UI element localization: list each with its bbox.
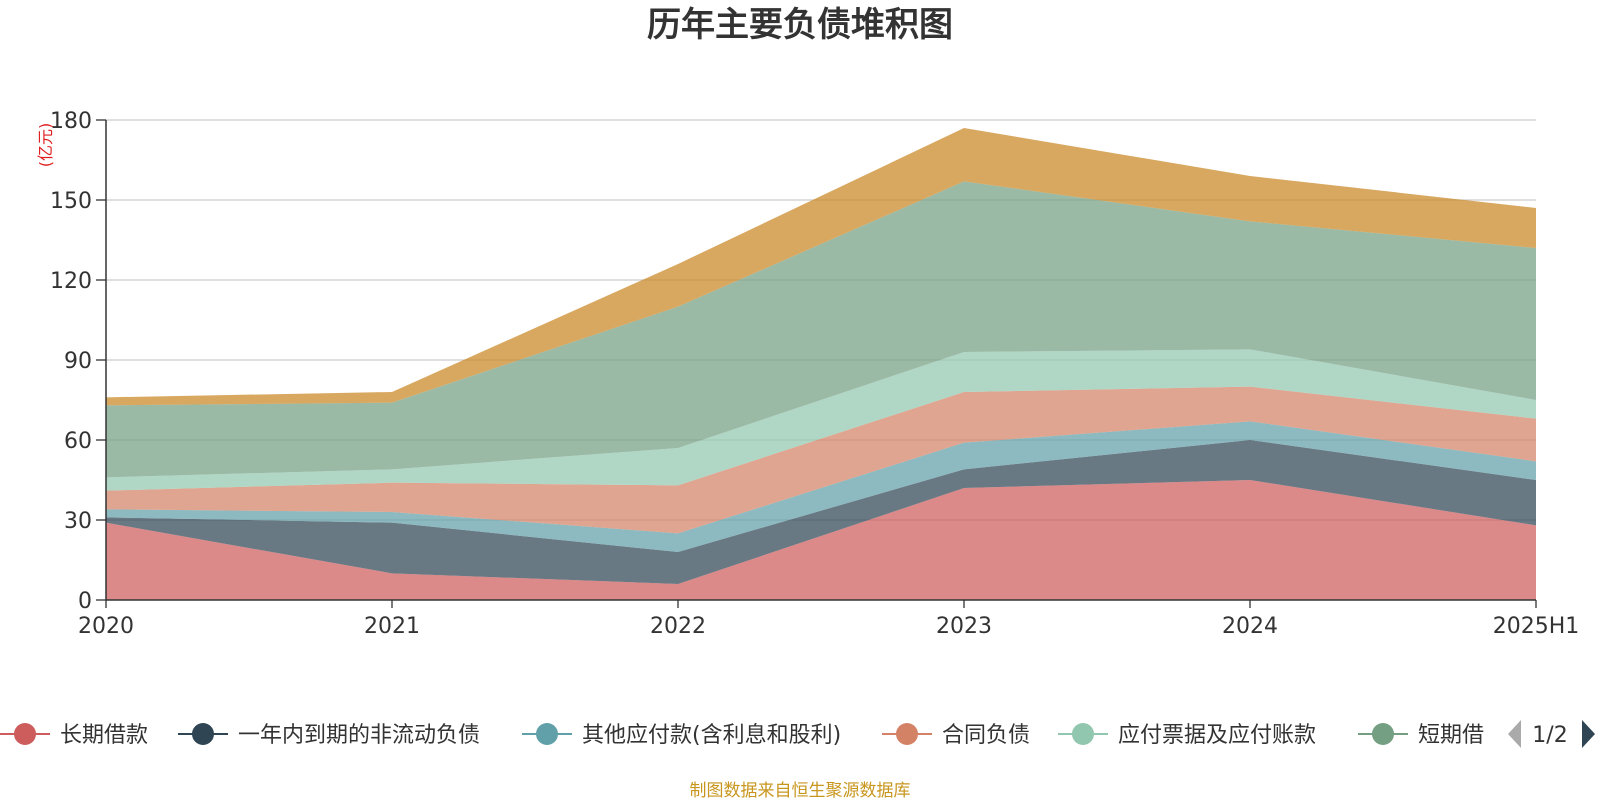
- x-tick-label: 2025H1: [1493, 614, 1580, 639]
- area-series-3: [106, 421, 1536, 552]
- legend-marker: [536, 723, 558, 745]
- y-tick-label: 30: [64, 509, 92, 534]
- y-tick-labels: 0 30 60 90 120 150 180: [50, 109, 92, 614]
- area-series-6: [106, 181, 1536, 478]
- legend-marker: [1072, 723, 1094, 745]
- legend-next-icon[interactable]: [1582, 720, 1595, 748]
- y-tick-label: 120: [50, 269, 92, 294]
- x-tick-label: 2023: [936, 614, 992, 639]
- source-note: 制图数据来自恒生聚源数据库: [690, 781, 911, 800]
- area-series-4: [106, 386, 1536, 534]
- legend-marker: [896, 723, 918, 745]
- area-series: [106, 128, 1536, 600]
- chart-title: 历年主要负债堆积图: [647, 5, 953, 45]
- x-tick-label: 2022: [650, 614, 706, 639]
- area-series-2: [106, 440, 1536, 584]
- legend-page-label: 1/2: [1532, 723, 1567, 748]
- legend-label[interactable]: 合同负债: [942, 723, 1030, 748]
- axes: [105, 120, 1536, 601]
- legend-prev-icon[interactable]: [1508, 720, 1521, 748]
- legend-marker: [192, 723, 214, 745]
- legend-label[interactable]: 应付票据及应付账款: [1118, 723, 1316, 748]
- y-tick-label: 0: [78, 589, 92, 614]
- y-tick-label: 60: [64, 429, 92, 454]
- x-tick-label: 2021: [364, 614, 420, 639]
- area-series-7: [106, 128, 1536, 406]
- y-axis-unit: (亿元): [36, 123, 55, 168]
- legend-label[interactable]: 其他应付款(含利息和股利): [582, 723, 841, 748]
- x-tick-labels: 2020 2021 2022 2023 2024 2025H1: [78, 600, 1579, 639]
- legend-marker: [14, 723, 36, 745]
- legend-pager: 1/2: [1508, 720, 1595, 748]
- legend-label[interactable]: 长期借款: [60, 723, 148, 748]
- y-tick-label: 90: [64, 349, 92, 374]
- y-tick-label: 180: [50, 109, 92, 134]
- area-series-1: [106, 480, 1536, 600]
- legend-marker: [1372, 723, 1394, 745]
- x-tick-label: 2024: [1222, 614, 1278, 639]
- legend: 长期借款 一年内到期的非流动负债 其他应付款(含利息和股利) 合同负债 应付票据及应付账…: [0, 723, 1484, 748]
- area-series-5: [106, 349, 1536, 491]
- y-tick-label: 150: [50, 189, 92, 214]
- x-tick-label: 2020: [78, 614, 134, 639]
- legend-label[interactable]: 一年内到期的非流动负债: [238, 723, 480, 748]
- legend-label[interactable]: 短期借: [1418, 723, 1484, 748]
